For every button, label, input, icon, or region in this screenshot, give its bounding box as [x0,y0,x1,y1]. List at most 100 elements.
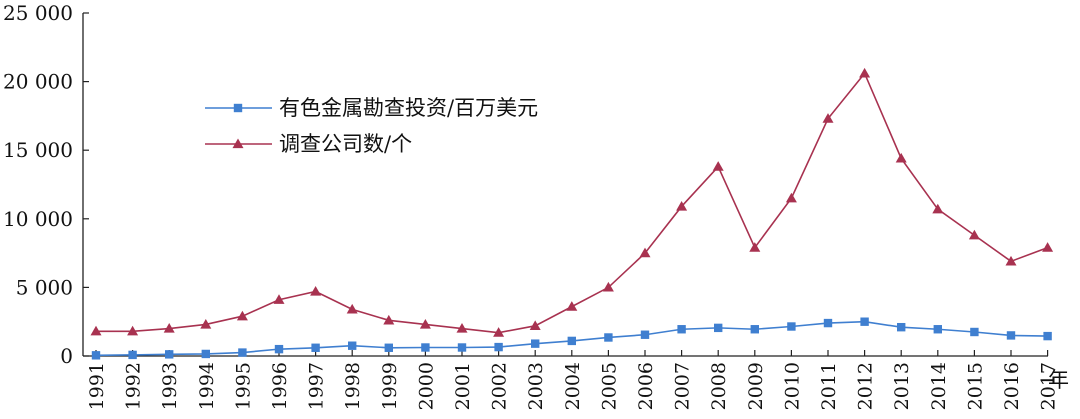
series-2-point [932,203,944,214]
x-tick-label: 2017 [1038,362,1060,410]
x-tick-label: 1991 [86,362,108,410]
series-1-point [604,333,613,342]
series-1-point [201,349,210,359]
series-1-point [531,339,540,348]
series-2-line [96,71,1048,334]
series-2-point [749,242,761,252]
series-2-point [200,318,212,329]
series-1-point [640,330,650,339]
x-tick-label: 2001 [452,362,474,410]
series-1-point [274,344,284,354]
series-1-point [384,343,393,352]
series-2 [90,67,1054,337]
series-2-point [383,314,395,325]
series-1-point [787,322,796,331]
series-2-point [602,281,614,292]
series-1-point [567,336,576,346]
series-2-point [529,320,541,330]
axes [82,13,1048,357]
x-tick-label: 2006 [635,362,657,410]
x-tick-label: 1999 [379,362,401,410]
series-1-point [311,343,320,352]
legend-marker [233,103,243,113]
series-1-point [494,342,503,352]
series-2-point [163,323,175,333]
series-1-point [348,341,357,350]
series-2-point [895,152,907,163]
series-2-point [346,303,358,314]
series-2-point [90,325,102,336]
x-tick-label: 2012 [855,362,877,410]
x-tick-label: 2004 [562,362,584,410]
x-tick-label: 2008 [708,362,730,410]
series-2-point [859,67,871,78]
y-axis-ticks: 0 5 000 10 000 15 000 20 000 25 000 [3,1,89,368]
legend-label: 调查公司数/个 [279,132,412,156]
x-tick-label: 1998 [342,362,364,410]
series-1-point [933,325,942,334]
y-tick-label: 10 000 [3,207,73,231]
series-2-point [822,113,834,123]
series-2-point [127,325,139,336]
series-1-point [750,325,759,334]
x-tick-label: 1992 [123,362,145,410]
x-tick-label: 2007 [672,362,694,410]
series-1-point [165,350,174,359]
series-1-point [421,343,430,352]
x-tick-label: 2003 [525,362,547,410]
series-2-point [1005,255,1017,266]
y-tick-label: 0 [60,344,73,368]
series-1-point [823,318,833,328]
series-2-point [236,310,248,321]
x-tick-label: 2005 [598,362,620,410]
x-tick-label: 2011 [818,362,840,410]
x-axis-unit-label: 年 [1048,368,1069,392]
series-1-point [91,351,101,360]
series-2-point [785,192,797,203]
x-axis-ticks: 1991 1992 1993 1994 1995 1996 1997 1998 1999 2000… [86,350,1060,410]
series-2-point [639,247,651,258]
series-layer [90,67,1054,360]
x-tick-label: 1993 [159,362,181,410]
x-tick-label: 2009 [745,362,767,410]
x-tick-label: 2016 [1001,362,1023,410]
series-2-point [456,323,468,333]
y-tick-label: 5 000 [16,275,73,299]
series-2-point [273,294,285,304]
series-2-point [676,200,688,211]
x-tick-label: 2000 [415,362,437,410]
series-2-point [1042,242,1054,252]
x-tick-label: 2002 [489,362,511,410]
legend-marker [232,138,244,149]
x-tick-label: 2015 [964,362,986,410]
series-1-point [970,327,979,337]
series-2-point [968,229,980,240]
x-tick-label: 2010 [781,362,803,410]
series-1-point [897,322,906,332]
series-1-point [714,323,723,333]
x-tick-label: 2014 [928,362,950,410]
x-tick-label: 1995 [232,362,254,410]
series-2-point [712,161,724,171]
y-tick-label: 15 000 [3,138,73,162]
series-1-point [1006,331,1016,340]
series-2-point [419,318,431,329]
series-2-point [493,327,505,337]
series-2-point [566,301,578,311]
x-tick-label: 1994 [196,362,218,410]
series-2-point [310,286,322,296]
series-1-point [128,350,137,360]
legend-label: 有色金属勘查投资/百万美元 [279,96,538,120]
series-1-point [457,343,467,352]
series-1-point [238,348,247,357]
series-1-point [1043,331,1052,341]
series-1 [91,317,1052,360]
series-1-point [860,317,869,326]
x-tick-label: 1997 [306,362,328,410]
x-tick-label: 2013 [891,362,913,410]
x-tick-label: 1996 [269,362,291,410]
y-tick-label: 20 000 [3,70,73,94]
